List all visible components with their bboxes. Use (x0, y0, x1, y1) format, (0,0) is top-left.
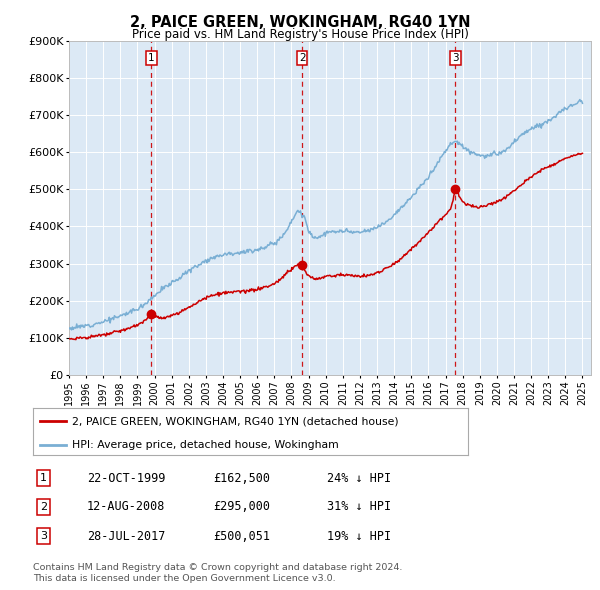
Text: £162,500: £162,500 (213, 471, 270, 484)
Text: Contains HM Land Registry data © Crown copyright and database right 2024.: Contains HM Land Registry data © Crown c… (33, 563, 403, 572)
Text: 24% ↓ HPI: 24% ↓ HPI (327, 471, 391, 484)
Text: 2, PAICE GREEN, WOKINGHAM, RG40 1YN: 2, PAICE GREEN, WOKINGHAM, RG40 1YN (130, 15, 470, 30)
Text: HPI: Average price, detached house, Wokingham: HPI: Average price, detached house, Woki… (72, 440, 339, 450)
Text: £500,051: £500,051 (213, 529, 270, 542)
Text: 22-OCT-1999: 22-OCT-1999 (87, 471, 166, 484)
Text: This data is licensed under the Open Government Licence v3.0.: This data is licensed under the Open Gov… (33, 574, 335, 583)
Text: 2, PAICE GREEN, WOKINGHAM, RG40 1YN (detached house): 2, PAICE GREEN, WOKINGHAM, RG40 1YN (det… (72, 417, 399, 427)
Text: 3: 3 (452, 53, 459, 63)
Text: 19% ↓ HPI: 19% ↓ HPI (327, 529, 391, 542)
Text: £295,000: £295,000 (213, 500, 270, 513)
Text: 3: 3 (40, 531, 47, 541)
Text: Price paid vs. HM Land Registry's House Price Index (HPI): Price paid vs. HM Land Registry's House … (131, 28, 469, 41)
Text: 12-AUG-2008: 12-AUG-2008 (87, 500, 166, 513)
Text: 1: 1 (40, 473, 47, 483)
Text: 28-JUL-2017: 28-JUL-2017 (87, 529, 166, 542)
Text: 2: 2 (299, 53, 305, 63)
Text: 1: 1 (148, 53, 155, 63)
Text: 31% ↓ HPI: 31% ↓ HPI (327, 500, 391, 513)
Text: 2: 2 (40, 502, 47, 512)
